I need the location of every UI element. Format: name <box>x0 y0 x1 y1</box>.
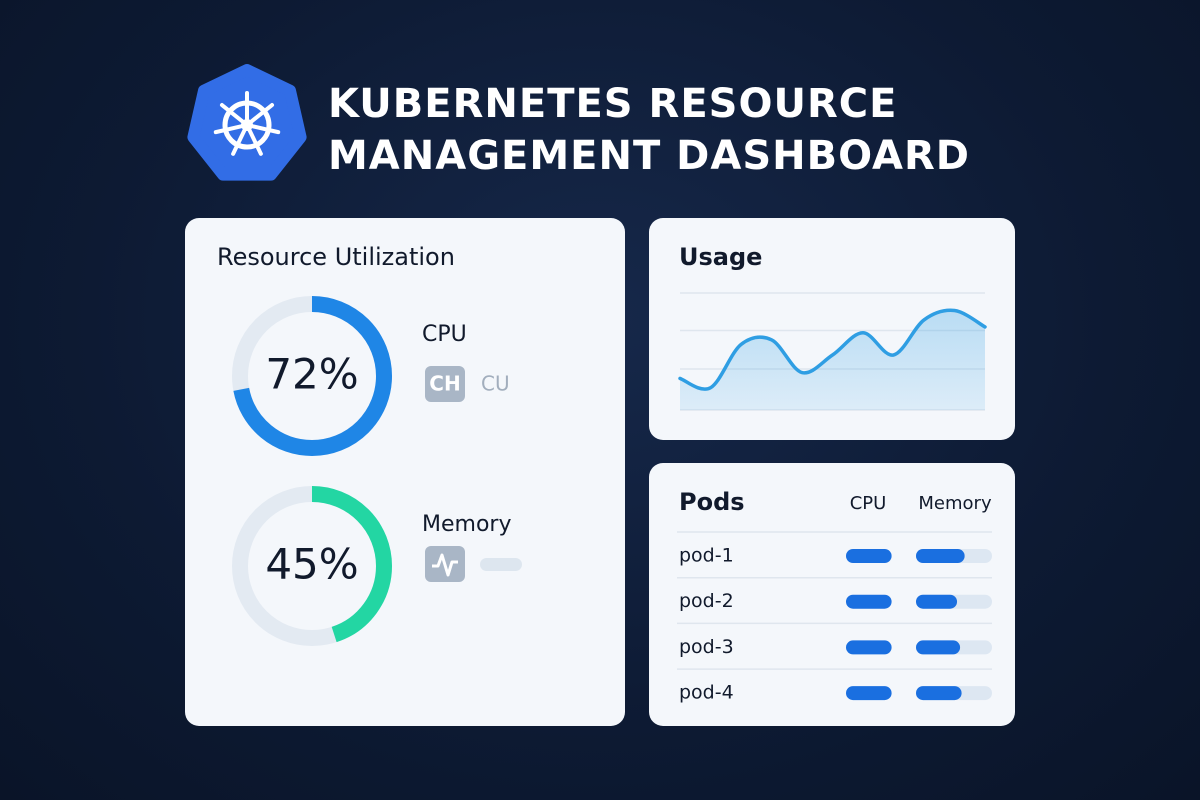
memory-bar <box>916 640 961 655</box>
pods-card <box>649 463 1015 726</box>
logo <box>187 64 307 181</box>
wheel-spoke <box>247 128 263 156</box>
gauge-arc <box>232 486 392 646</box>
usage-area <box>680 310 985 410</box>
title-line: KUBERNETES RESOURCE <box>328 81 897 127</box>
icon-zigzag <box>432 553 458 577</box>
column-header: CPU <box>850 493 887 514</box>
pod-name: pod-1 <box>679 545 734 567</box>
card-title: Usage <box>679 243 762 271</box>
pod-name: pod-2 <box>679 590 734 612</box>
icon-text: CH <box>429 372 460 396</box>
wheel-spoke <box>249 103 275 124</box>
title-line: MANAGEMENT DASHBOARD <box>328 133 970 179</box>
utilization-card <box>185 218 625 726</box>
cpu-bar <box>846 686 892 701</box>
gauge-arc <box>232 296 392 456</box>
cpu-icon: CH <box>425 366 465 402</box>
cpu-bar <box>846 640 892 655</box>
memory-bar <box>916 594 958 609</box>
gauge-name: Memory <box>422 512 511 537</box>
card-title: Pods <box>679 488 745 516</box>
pod-name: pod-4 <box>679 682 734 704</box>
placeholder-pill <box>480 558 522 571</box>
memory-bar <box>916 686 962 701</box>
gauge-name: CPU <box>422 322 467 347</box>
gauge-value: 72% <box>265 350 358 399</box>
memory-icon <box>425 546 522 582</box>
cpu-bar <box>846 549 892 563</box>
wheel-spoke <box>231 128 247 156</box>
wheel-spoke <box>250 124 281 135</box>
icon-box <box>425 366 465 402</box>
wheel-spoke <box>219 103 245 124</box>
cpu-bar <box>846 594 892 609</box>
logo-wheel <box>213 91 281 156</box>
wheel-spoke <box>213 124 244 135</box>
sub-label: CU <box>481 372 510 396</box>
memory-bar <box>916 549 965 563</box>
pod-name: pod-3 <box>679 636 734 658</box>
usage-line <box>678 308 987 391</box>
column-header: Memory <box>918 493 992 514</box>
card-title: Resource Utilization <box>217 243 455 271</box>
gauge-value: 45% <box>265 540 358 589</box>
